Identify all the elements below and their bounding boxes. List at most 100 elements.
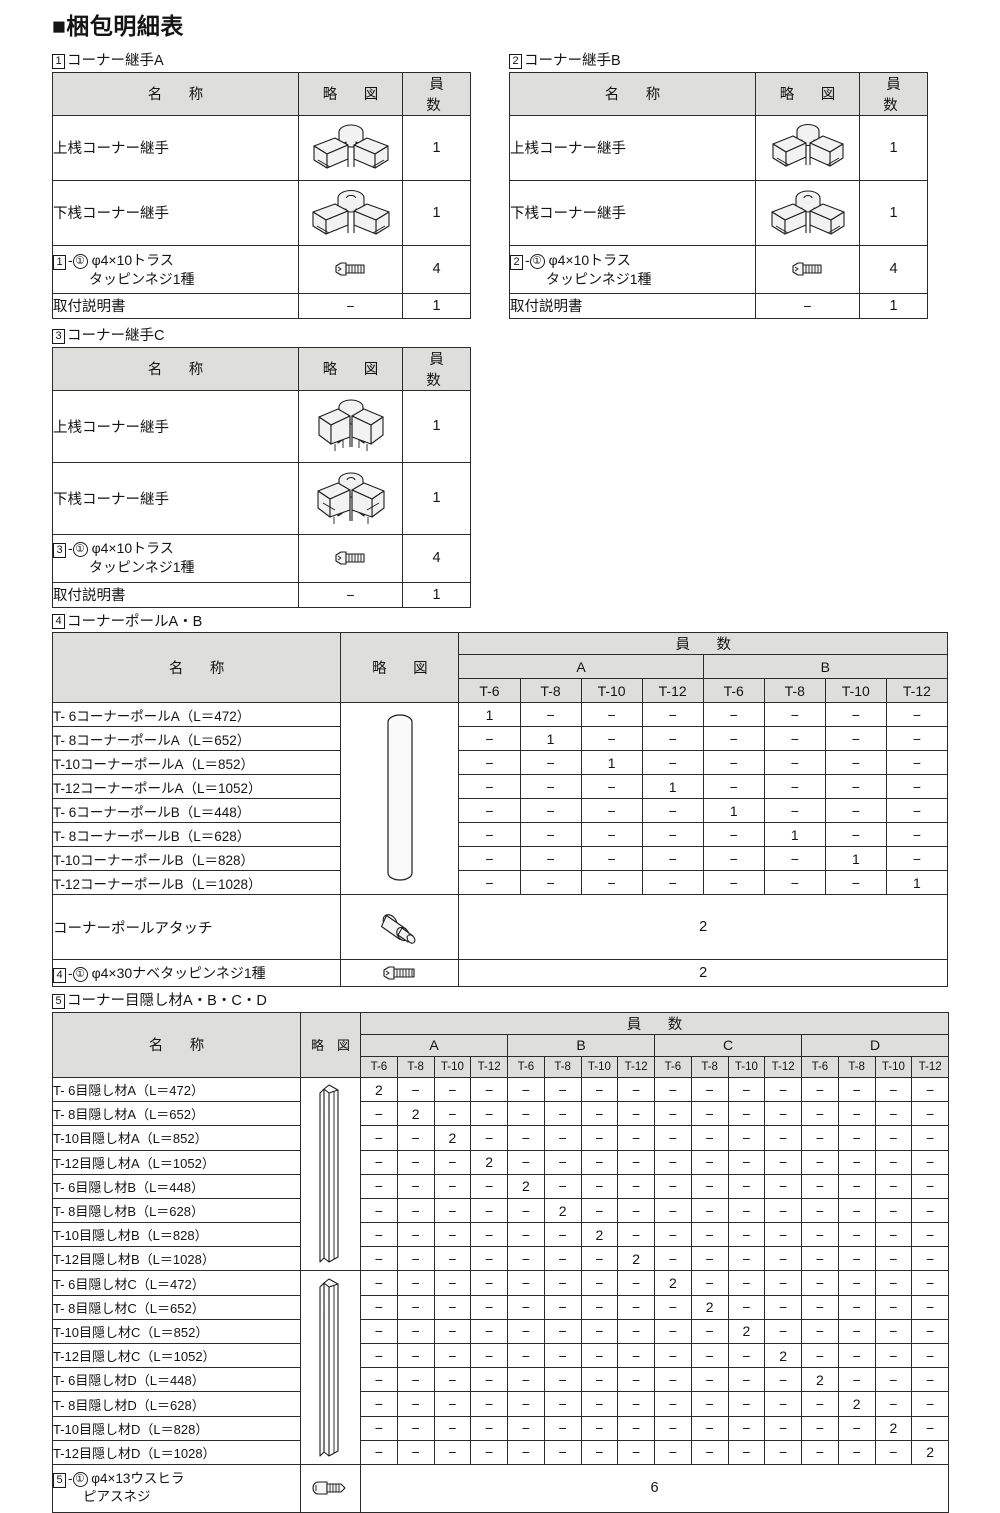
section-title: コーナー継手C: [67, 327, 165, 344]
qty-cell: −: [617, 1294, 655, 1320]
table-row: T- 8目隠し材C（L＝652） − − − − − − − − − 2 − −…: [52, 1294, 949, 1320]
qty-cell: −: [911, 1318, 949, 1345]
screw-index-badge: ①: [72, 1472, 88, 1488]
qty-cell: −: [396, 1439, 435, 1465]
qty-cell: −: [641, 750, 704, 776]
tapping-screw-icon: [298, 244, 403, 294]
qty-cell: −: [396, 1343, 435, 1369]
part-name: T-12目隠し材B（L＝1028）: [52, 1246, 301, 1272]
qty-cell: −: [396, 1246, 435, 1272]
section-title: コーナー継手A: [67, 53, 164, 70]
qty-cell: −: [837, 1101, 876, 1127]
qty-cell: −: [580, 1415, 619, 1441]
part-name: 下桟コーナー継手: [52, 179, 299, 246]
qty-cell: −: [764, 1294, 802, 1320]
qty-cell: −: [580, 1270, 619, 1296]
qty-cell: −: [507, 1270, 545, 1296]
qty-cell: 2: [580, 1222, 619, 1248]
qty-cell: −: [874, 1222, 913, 1248]
size-header-b-t12: T-12: [617, 1055, 655, 1078]
qty-cell: −: [396, 1222, 435, 1248]
qty-cell: −: [470, 1222, 508, 1248]
col-header-diagram: 略 図: [372, 661, 434, 678]
qty-cell: −: [617, 1270, 655, 1296]
qty-cell: −: [727, 1391, 766, 1417]
qty-cell: 2: [543, 1197, 582, 1224]
qty-cell: −: [470, 1439, 508, 1465]
qty-cell: −: [433, 1270, 472, 1296]
qty-cell: −: [911, 1343, 949, 1369]
qty-cell: −: [837, 1125, 876, 1151]
table-row: T-12コーナーポールA（L＝1052） − − − 1 − − − −: [51, 774, 949, 800]
qty-cell: 1: [885, 870, 949, 896]
qty-cell: −: [458, 822, 521, 848]
qty-cell: 2: [764, 1343, 802, 1369]
qty-cell: −: [396, 1294, 435, 1320]
screw-spec-line1: φ4×13ウスヒラ: [91, 1471, 185, 1487]
screw-label: 3-① φ4×10トラス タッピンネジ1種: [52, 533, 299, 583]
qty-cell: −: [617, 1101, 655, 1127]
qty-cell: −: [470, 1076, 508, 1103]
table-row: 取付説明書 − 1: [52, 292, 471, 319]
qty-cell: −: [433, 1076, 472, 1103]
qty-cell: −: [519, 702, 582, 728]
section-3-caption: 3 コーナー継手C: [52, 328, 1000, 345]
qty-cell: −: [764, 1197, 802, 1224]
qty-cell: −: [470, 1246, 508, 1272]
qty-cell: −: [396, 1270, 435, 1296]
qty-cell: −: [543, 1125, 582, 1151]
col-header-diagram: 略 図: [322, 87, 385, 104]
table-row: 1-① φ4×10トラス タッピンネジ1種: [52, 244, 471, 294]
table-row: T-12コーナーポールB（L＝1028） − − − − − − − 1: [51, 870, 949, 896]
qty-cell: −: [885, 774, 949, 800]
qty-cell: −: [543, 1222, 582, 1248]
qty-cell: −: [874, 1173, 913, 1199]
qty-cell: −: [763, 750, 826, 776]
qty-cell: −: [727, 1415, 766, 1441]
qty-cell: −: [458, 726, 521, 752]
qty-cell: −: [690, 1101, 729, 1127]
col-header-name: 名 称: [168, 661, 231, 678]
qty-cell: −: [764, 1367, 802, 1393]
section-1-caption: 1 コーナー継手A: [52, 53, 471, 70]
table-row: 取付説明書 − 1: [509, 292, 928, 319]
qty-cell: −: [641, 846, 704, 872]
qty-cell: −: [580, 1101, 619, 1127]
corner-joint-lower-a-icon: [298, 179, 403, 246]
screw-label: 1-① φ4×10トラス タッピンネジ1種: [52, 244, 299, 294]
qty-cell: −: [801, 1270, 839, 1296]
qty-cell: −: [824, 870, 887, 896]
qty-cell: −: [396, 1391, 435, 1417]
part-qty: 1: [859, 114, 928, 181]
qty-cell: −: [507, 1294, 545, 1320]
qty-cell: −: [911, 1125, 949, 1151]
part-name: T-10目隠し材A（L＝852）: [52, 1125, 301, 1151]
qty-cell: 1: [702, 798, 765, 824]
screw-spec-line1: φ4×10トラス: [91, 251, 174, 268]
col-header-name: 名 称: [147, 362, 210, 379]
qty-cell: −: [433, 1101, 472, 1127]
qty-cell: −: [874, 1076, 913, 1103]
qty-cell: −: [580, 702, 643, 728]
part-name: T- 6コーナーポールB（L＝448）: [51, 798, 342, 824]
screw-index-badge: ①: [72, 966, 88, 982]
part-name: T- 8コーナーポールA（L＝652）: [51, 726, 342, 752]
size-header-c-t12: T-12: [764, 1055, 802, 1078]
qty-cell: −: [727, 1343, 766, 1369]
group-header-a: A: [360, 1033, 508, 1057]
qty-cell: −: [507, 1149, 545, 1175]
table-row: 3-① φ4×10トラス タッピンネジ1種 4: [52, 533, 471, 583]
table-header-row-2: A B: [53, 654, 949, 680]
qty-cell: −: [727, 1246, 766, 1272]
part-name: T-10目隠し材D（L＝828）: [52, 1415, 301, 1441]
tapping-screw-icon: [755, 244, 860, 294]
table-header-row-1: 名 称 略 図 員 数: [52, 1011, 949, 1078]
part-name: 下桟コーナー継手: [509, 179, 756, 246]
qty-cell: −: [690, 1125, 729, 1151]
qty-cell: −: [580, 1294, 619, 1320]
no-diagram-dash: −: [755, 292, 860, 319]
screw-dash: -: [68, 540, 73, 557]
qty-cell: −: [433, 1294, 472, 1320]
qty-cell: −: [690, 1149, 729, 1175]
